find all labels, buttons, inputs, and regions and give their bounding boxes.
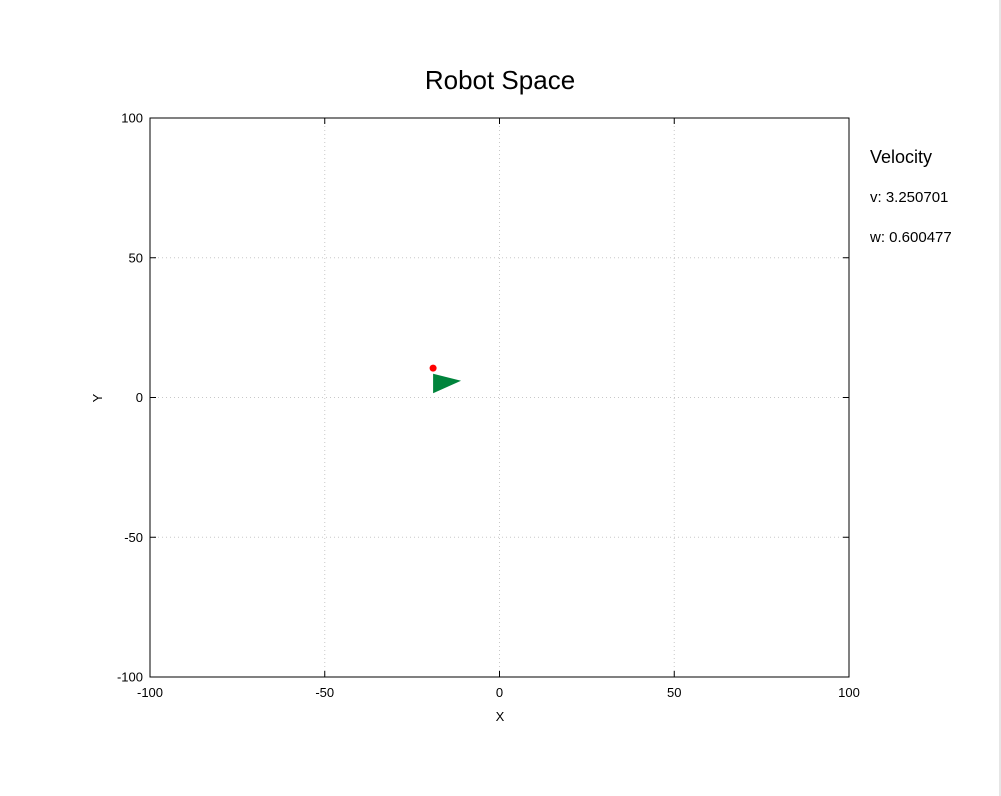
y-tick-label: 100 bbox=[121, 111, 143, 126]
x-tick-label: -100 bbox=[137, 685, 163, 700]
robot-triangle bbox=[433, 373, 462, 394]
x-tick-labels: -100 -50 0 50 100 bbox=[137, 685, 860, 700]
y-tick-label: 0 bbox=[136, 390, 143, 405]
x-tick-label: 0 bbox=[496, 685, 503, 700]
x-axis-label: X bbox=[496, 709, 505, 724]
target-point bbox=[429, 364, 437, 372]
velocity-v: v: 3.250701 bbox=[870, 189, 949, 206]
y-tick-labels: 100 50 0 -50 -100 bbox=[117, 111, 143, 685]
y-tick-label: 50 bbox=[129, 250, 143, 265]
y-axis-label: Y bbox=[90, 393, 105, 402]
y-tick-label: -50 bbox=[124, 530, 143, 545]
chart-title: Robot Space bbox=[425, 65, 575, 95]
velocity-title: Velocity bbox=[870, 147, 933, 167]
y-tick-label: -100 bbox=[117, 670, 143, 685]
axis-ticks bbox=[149, 117, 850, 678]
x-tick-label: 50 bbox=[667, 685, 681, 700]
x-tick-label: 100 bbox=[838, 685, 860, 700]
x-tick-label: -50 bbox=[315, 685, 334, 700]
velocity-w: w: 0.600477 bbox=[870, 229, 952, 246]
grid bbox=[150, 118, 849, 677]
window-edge bbox=[999, 0, 1001, 796]
